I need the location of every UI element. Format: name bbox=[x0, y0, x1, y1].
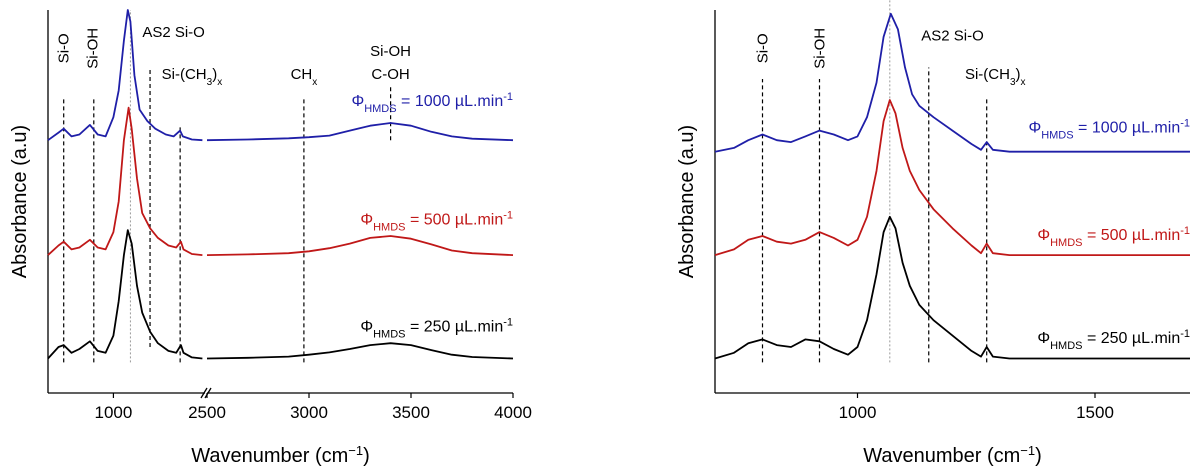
axis-break-mark bbox=[204, 387, 212, 399]
left-panel: Absorbance (a.u) Wavenumber (cm−1) 1000 250… bbox=[9, 9, 532, 468]
x-tick-label: 3500 bbox=[392, 403, 430, 422]
annotation-4: Si-(CH3)x bbox=[965, 66, 1026, 88]
right-panel: Absorbance (a.u) Wavenumber (cm−1) 1000 150… bbox=[676, 0, 1190, 467]
series-label-2: ΦHMDS = 250 µL.min-1 bbox=[1037, 328, 1190, 352]
axis-break-mark bbox=[200, 387, 208, 399]
series-label-1: ΦHMDS = 500 µL.min-1 bbox=[360, 209, 513, 233]
y-axis-label: Absorbance (a.u) bbox=[676, 125, 698, 278]
annotation-7: C-OH bbox=[371, 66, 409, 83]
annotation-5: CHx bbox=[291, 66, 318, 88]
series-line-1-part-0 bbox=[47, 106, 203, 256]
x-tick-label: 1000 bbox=[95, 403, 133, 422]
annotation-1: Si-OH bbox=[84, 28, 101, 69]
x-tick-label: 2500 bbox=[188, 403, 226, 422]
series-line-1 bbox=[714, 99, 1190, 256]
annotation-4: Si-(CH3)x bbox=[162, 66, 223, 88]
series-line-2-part-0 bbox=[47, 229, 203, 360]
series-label-0: ΦHMDS = 1000 µL.min-1 bbox=[351, 91, 513, 115]
annotation-0: Si-O bbox=[56, 33, 73, 63]
series-line-0-part-1 bbox=[206, 122, 514, 142]
x-tick-label: 1000 bbox=[839, 403, 877, 422]
series-line-2 bbox=[714, 215, 1190, 360]
annotation-1: Si-OH bbox=[812, 28, 829, 69]
x-tick-label: 1500 bbox=[1076, 403, 1114, 422]
series-line-1-part-1 bbox=[206, 235, 514, 256]
series-label-2: ΦHMDS = 250 µL.min-1 bbox=[360, 317, 513, 341]
series-line-2-part-1 bbox=[206, 342, 514, 360]
annotation-6: Si-OH bbox=[370, 43, 411, 60]
x-axis-label: Wavenumber (cm−1) bbox=[191, 443, 370, 468]
annotation-3: AS2 Si-O bbox=[921, 28, 984, 45]
annotation-3: AS2 Si-O bbox=[142, 24, 205, 41]
series-label-0: ΦHMDS = 1000 µL.min-1 bbox=[1028, 118, 1190, 142]
x-tick-label: 3000 bbox=[290, 403, 328, 422]
series-line-0 bbox=[714, 12, 1190, 153]
x-tick-label: 4000 bbox=[494, 403, 532, 422]
x-axis-label: Wavenumber (cm−1) bbox=[863, 443, 1042, 468]
y-axis-label: Absorbance (a.u) bbox=[9, 125, 31, 278]
annotation-0: Si-O bbox=[755, 33, 772, 63]
series-label-1: ΦHMDS = 500 µL.min-1 bbox=[1037, 225, 1190, 249]
series-line-0-part-0 bbox=[47, 9, 203, 142]
